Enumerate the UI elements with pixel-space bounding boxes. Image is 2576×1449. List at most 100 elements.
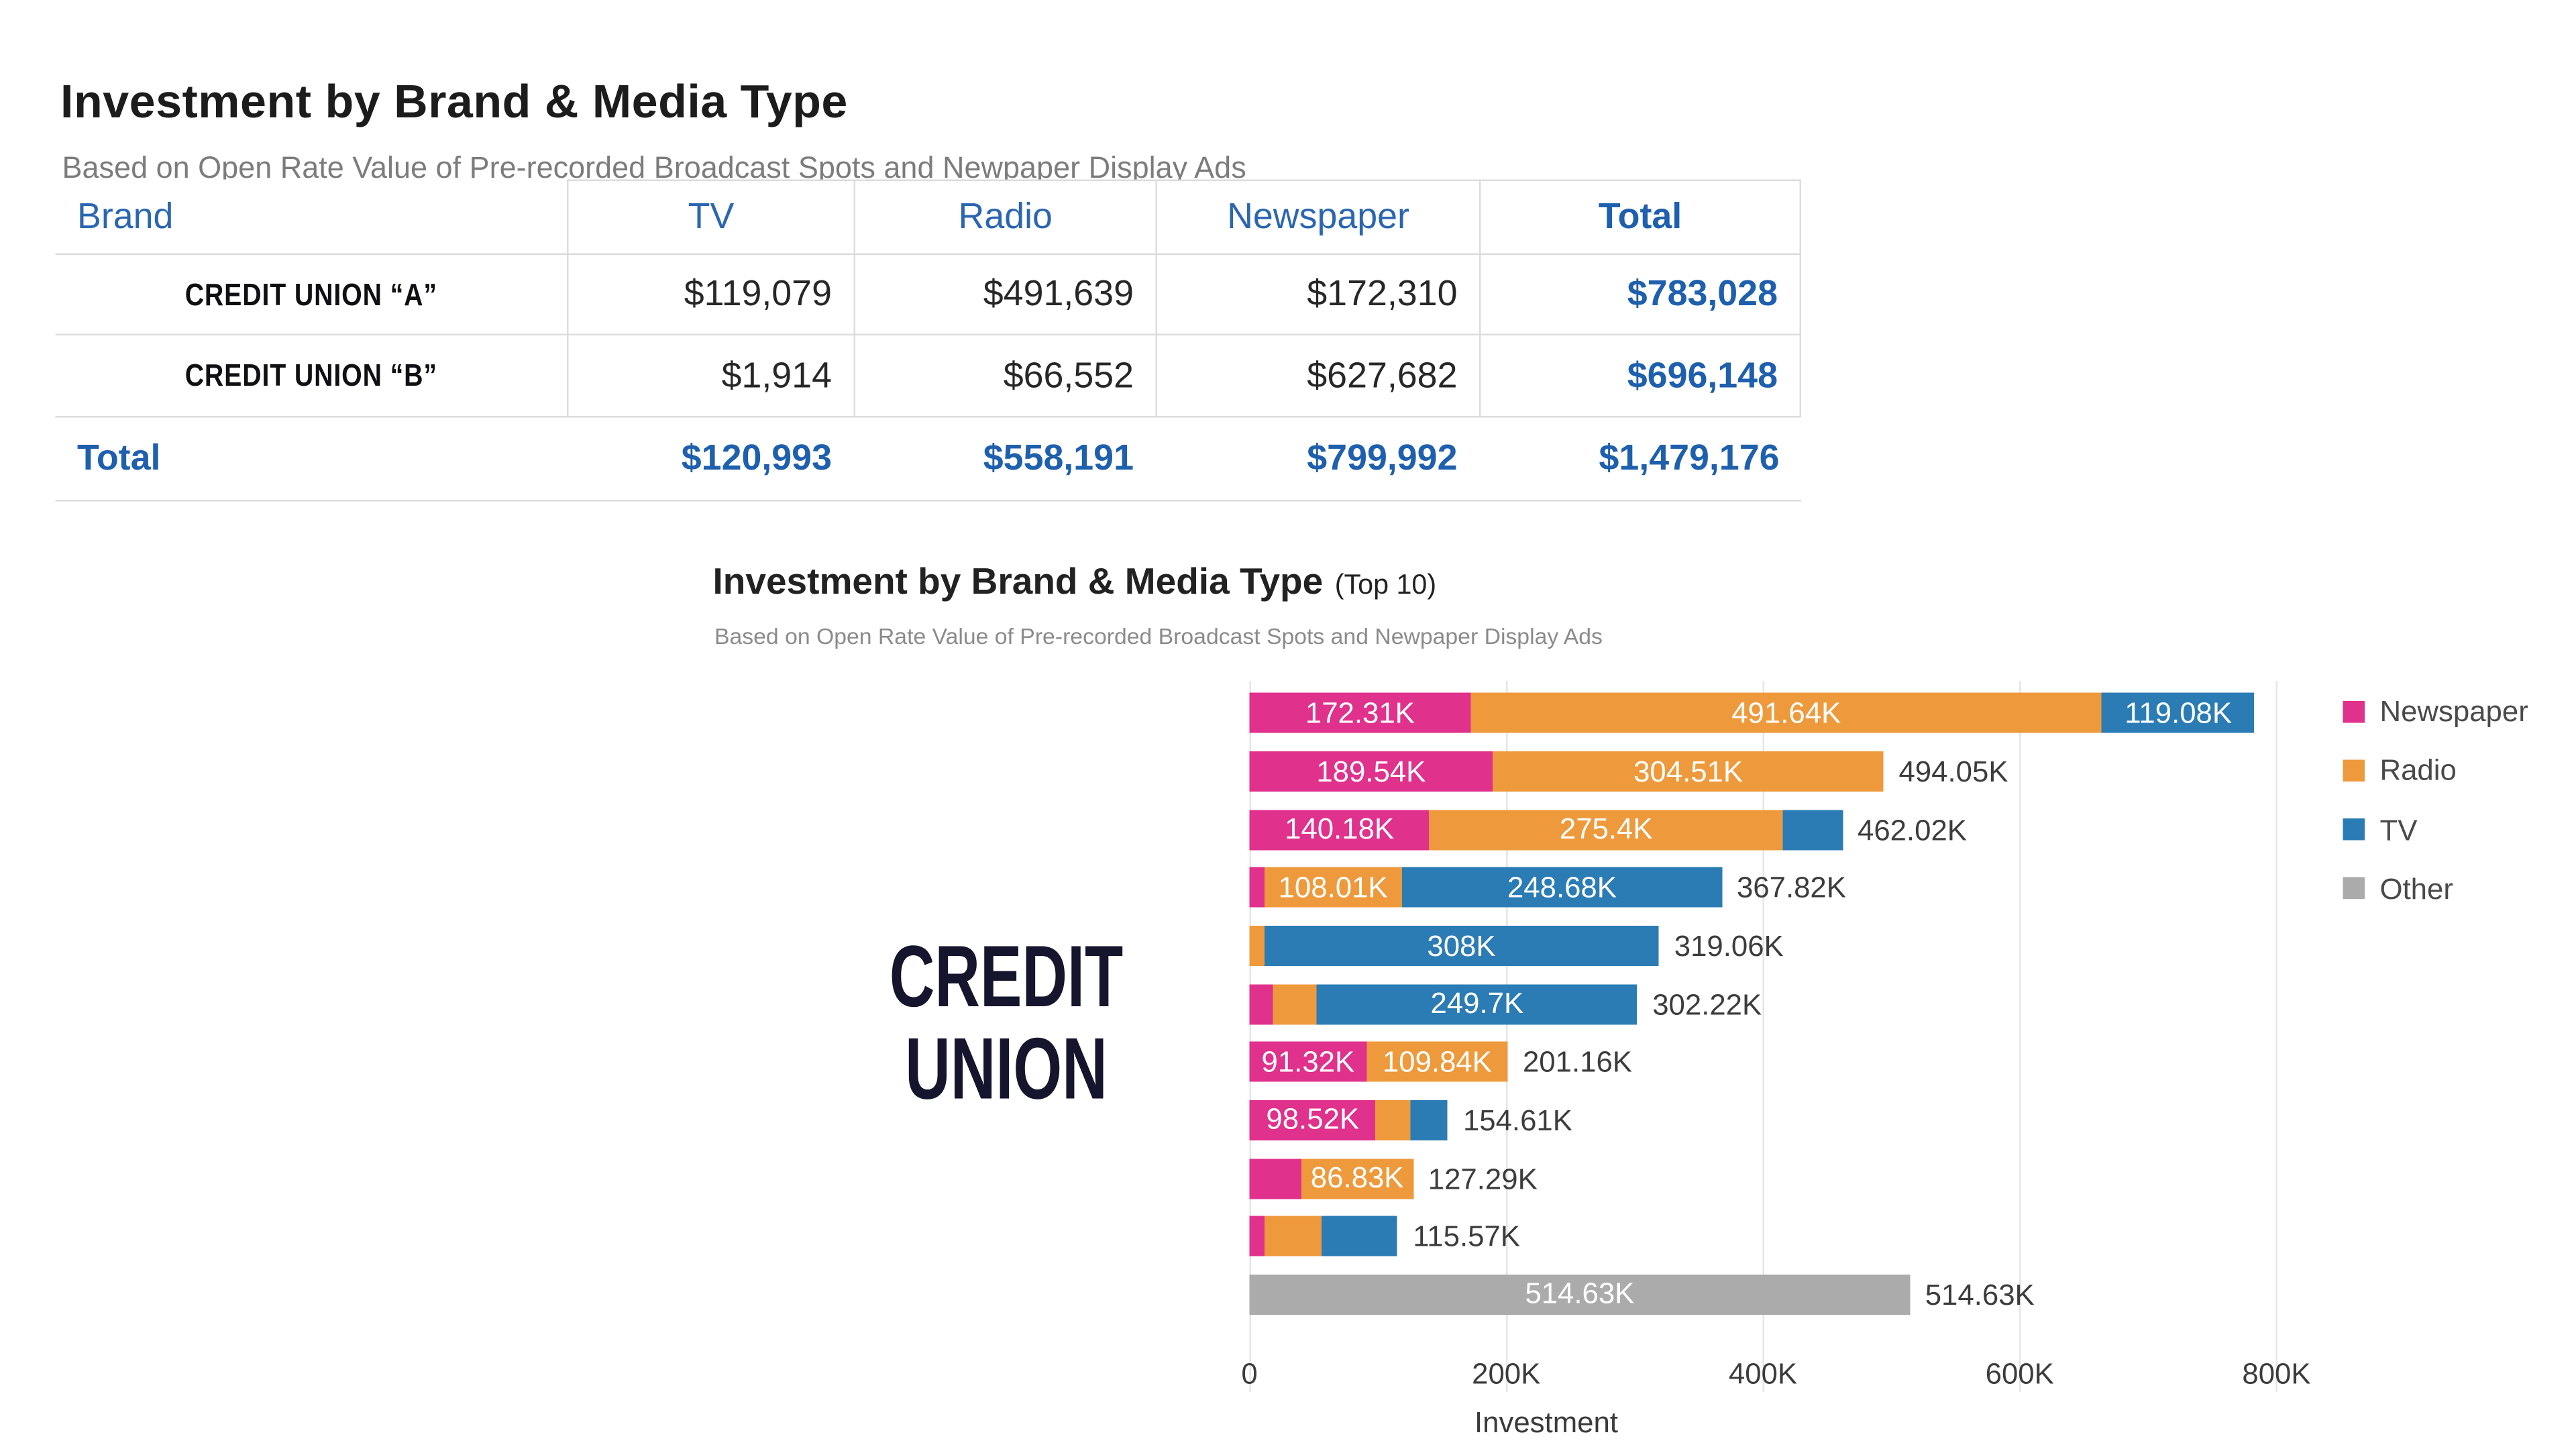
legend-item-other[interactable]: Other xyxy=(2343,871,2453,906)
table-header-radio: Radio xyxy=(853,179,1156,255)
bar-segment-value-label: 109.84K xyxy=(1382,1044,1492,1078)
bar-row-7[interactable]: 91.32K 109.84K 201.16K xyxy=(1249,1041,1632,1082)
gridline-0 xyxy=(1249,681,1251,1392)
bar-segment-newspaper[interactable]: 172.31K xyxy=(1249,693,1471,734)
table-cell-a-total: $783,028 xyxy=(1479,255,1801,335)
bar-segment-tv[interactable] xyxy=(1321,1216,1398,1256)
bar-segment-newspaper[interactable] xyxy=(1249,1216,1265,1256)
legend-swatch-newspaper xyxy=(2343,700,2365,722)
x-tick-label-800K: 800K xyxy=(2242,1356,2311,1391)
bar-segment-value-label: 86.83K xyxy=(1310,1161,1404,1194)
bar-segment-value-label: 304.51K xyxy=(1633,753,1743,788)
bar-segment-value-label: 189.54K xyxy=(1316,753,1426,788)
bar-segment-newspaper[interactable]: 140.18K xyxy=(1249,809,1430,850)
bar-segment-radio[interactable]: 491.64K xyxy=(1470,693,2102,734)
bar-row-6[interactable]: 249.7K 302.22K xyxy=(1249,983,1762,1024)
table-total-newspaper: $799,992 xyxy=(1155,417,1479,502)
x-tick-label-400K: 400K xyxy=(1728,1356,1798,1391)
bar-segment-newspaper[interactable] xyxy=(1249,1158,1301,1199)
bar-segment-value-label: 119.08K xyxy=(2125,696,2233,730)
legend-item-tv[interactable]: TV xyxy=(2343,815,2417,844)
legend-item-newspaper[interactable]: Newspaper xyxy=(2343,696,2528,726)
bar-total-label: 514.63K xyxy=(1925,1277,2035,1311)
legend-swatch-radio xyxy=(2343,759,2365,782)
gridline-400K xyxy=(1762,681,1765,1392)
bar-segment-newspaper[interactable]: 91.32K xyxy=(1249,1041,1367,1082)
legend-label-radio: Radio xyxy=(2379,753,2457,788)
bar-segment-radio[interactable] xyxy=(1375,1099,1411,1140)
bar-segment-tv[interactable]: 308K xyxy=(1263,926,1660,966)
bar-row-8[interactable]: 98.52K 154.61K xyxy=(1249,1099,1572,1140)
page-subtitle: Based on Open Rate Value of Pre-recorded… xyxy=(62,151,1246,184)
bar-segment-newspaper[interactable]: 98.52K xyxy=(1249,1099,1376,1140)
bar-total-label: 127.29K xyxy=(1428,1161,1538,1195)
table-cell-b-tv: $1,914 xyxy=(567,335,854,418)
bar-segment-newspaper[interactable]: 189.54K xyxy=(1249,751,1493,792)
bar-row-1[interactable]: 172.31K 491.64K 119.08K xyxy=(1249,693,2255,734)
bar-segment-value-label: 172.31K xyxy=(1305,696,1415,730)
bar-segment-newspaper[interactable] xyxy=(1249,983,1273,1024)
legend-label-other: Other xyxy=(2379,871,2453,906)
bar-segment-value-label: 248.68K xyxy=(1507,869,1617,904)
bar-segment-value-label: 275.4K xyxy=(1559,812,1653,846)
overlay-line-2: UNION xyxy=(905,1020,1108,1118)
x-tick-label-0: 0 xyxy=(1241,1356,1258,1391)
bar-segment-radio[interactable]: 86.83K xyxy=(1301,1158,1413,1199)
chart-title: Investment by Brand & Media Type (Top 10) xyxy=(713,560,1437,604)
bar-total-label: 115.57K xyxy=(1413,1219,1520,1253)
bar-total-label: 319.06K xyxy=(1674,929,1784,963)
bar-segment-tv[interactable]: 119.08K xyxy=(2102,693,2255,734)
bar-segment-value-label: 514.63K xyxy=(1525,1277,1635,1311)
bar-segment-radio[interactable] xyxy=(1273,983,1317,1024)
table-row-brand-b: CREDIT UNION “B” xyxy=(55,335,567,418)
table-cell-b-radio: $66,552 xyxy=(853,335,1156,418)
bar-segment-value-label: 91.32K xyxy=(1261,1044,1355,1078)
table-header-brand: Brand xyxy=(55,179,567,255)
brand-a-redaction-label: CREDIT UNION “A” xyxy=(184,276,437,311)
bar-row-3[interactable]: 140.18K 275.4K 462.02K xyxy=(1249,809,1967,850)
bar-segment-radio[interactable] xyxy=(1264,1216,1322,1256)
table-total-grand: $1,479,176 xyxy=(1479,417,1801,502)
bar-segment-radio[interactable]: 304.51K xyxy=(1493,751,1884,792)
bar-segment-tv[interactable]: 248.68K xyxy=(1402,867,1722,908)
bar-row-10[interactable]: 115.57K xyxy=(1249,1216,1520,1256)
bar-segment-value-label: 308K xyxy=(1427,928,1496,962)
bar-total-label: 462.02K xyxy=(1857,812,1967,847)
bar-segment-value-label: 249.7K xyxy=(1430,986,1524,1020)
table-cell-b-newspaper: $627,682 xyxy=(1155,335,1479,418)
legend-item-radio[interactable]: Radio xyxy=(2343,753,2457,788)
bar-row-5[interactable]: 308K 319.06K xyxy=(1249,926,1784,966)
investment-table: Brand TV Radio Newspaper Total CREDIT UN… xyxy=(55,179,1801,502)
table-row-brand-a: CREDIT UNION “A” xyxy=(55,255,567,335)
bar-total-label: 154.61K xyxy=(1462,1103,1572,1137)
bar-segment-radio[interactable]: 275.4K xyxy=(1429,809,1783,850)
chart-title-text: Investment by Brand & Media Type xyxy=(712,560,1324,602)
bar-row-4[interactable]: 108.01K 248.68K 367.82K xyxy=(1249,867,1846,908)
table-header-tv: TV xyxy=(567,179,854,255)
bar-row-2[interactable]: 189.54K 304.51K 494.05K xyxy=(1249,751,2008,792)
bar-segment-tv[interactable]: 249.7K xyxy=(1316,983,1638,1024)
bar-segment-radio[interactable]: 109.84K xyxy=(1366,1041,1508,1082)
legend-swatch-other xyxy=(2343,877,2365,900)
bar-row-11[interactable]: 514.63K 514.63K xyxy=(1249,1274,2035,1315)
bar-segment-other[interactable]: 514.63K xyxy=(1249,1274,1911,1315)
page-title: Investment by Brand & Media Type xyxy=(60,74,848,127)
bar-row-9[interactable]: 86.83K 127.29K xyxy=(1249,1158,1538,1199)
gridline-800K xyxy=(2276,681,2278,1392)
table-total-tv: $120,993 xyxy=(567,417,854,502)
table-cell-a-tv: $119,079 xyxy=(567,255,854,335)
bar-segment-value-label: 98.52K xyxy=(1266,1102,1360,1136)
table-cell-b-total: $696,148 xyxy=(1479,335,1801,418)
bar-segment-tv[interactable] xyxy=(1411,1099,1448,1140)
x-tick-label-200K: 200K xyxy=(1472,1356,1541,1391)
table-total-radio: $558,191 xyxy=(853,417,1156,502)
table-cell-a-newspaper: $172,310 xyxy=(1155,255,1479,335)
bar-segment-value-label: 108.01K xyxy=(1278,869,1388,904)
bar-segment-tv[interactable] xyxy=(1782,809,1843,850)
gridline-200K xyxy=(1506,681,1508,1392)
bar-total-label: 201.16K xyxy=(1522,1044,1632,1079)
bar-segment-newspaper[interactable] xyxy=(1249,867,1264,908)
bar-segment-radio[interactable]: 108.01K xyxy=(1263,867,1403,908)
bar-segment-radio[interactable] xyxy=(1249,926,1264,966)
